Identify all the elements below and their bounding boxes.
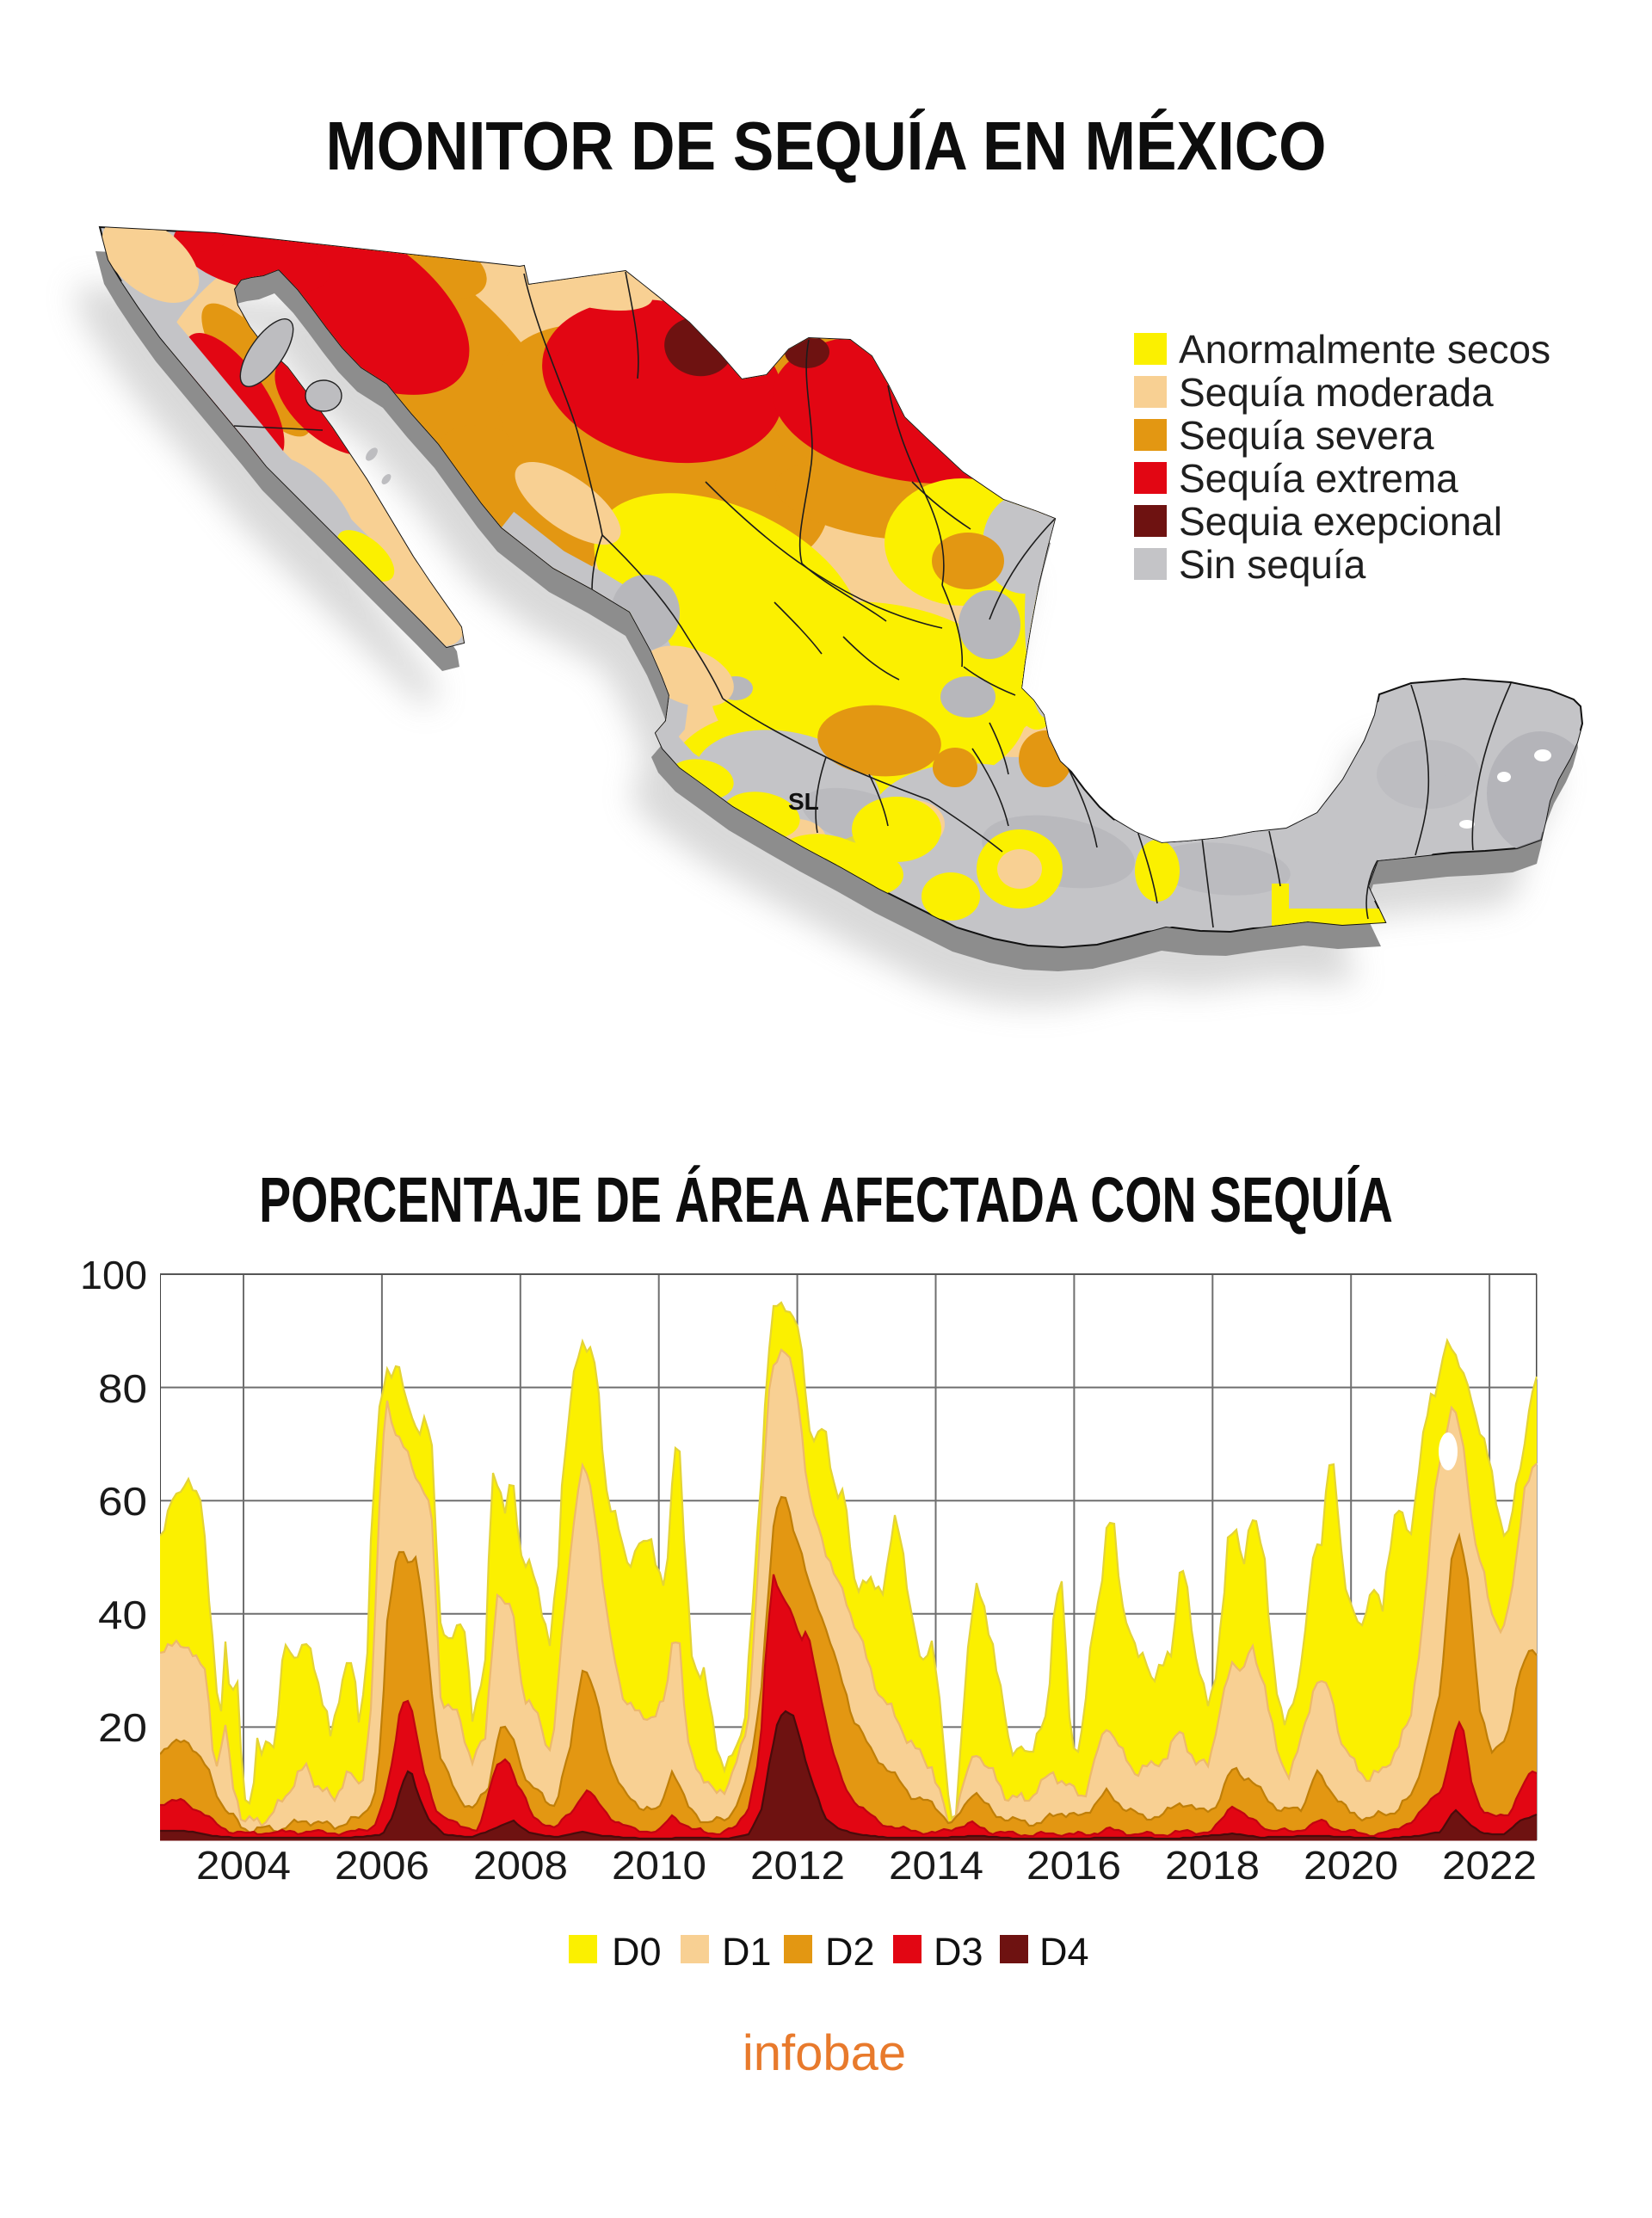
svg-text:2012: 2012 (750, 1843, 845, 1888)
svg-text:40: 40 (98, 1593, 147, 1637)
svg-text:100: 100 (80, 1253, 147, 1297)
svg-text:2004: 2004 (196, 1843, 291, 1888)
svg-text:2010: 2010 (612, 1843, 706, 1888)
svg-text:80: 80 (98, 1366, 147, 1411)
svg-text:2014: 2014 (889, 1843, 983, 1888)
svg-text:2006: 2006 (335, 1843, 429, 1888)
svg-text:SL: SL (788, 788, 819, 815)
svg-text:60: 60 (98, 1479, 147, 1524)
svg-text:2018: 2018 (1165, 1843, 1260, 1888)
svg-text:2020: 2020 (1304, 1843, 1398, 1888)
svg-text:2016: 2016 (1026, 1843, 1121, 1888)
svg-text:2008: 2008 (473, 1843, 568, 1888)
svg-text:2022: 2022 (1442, 1843, 1537, 1888)
svg-text:20: 20 (98, 1705, 147, 1750)
